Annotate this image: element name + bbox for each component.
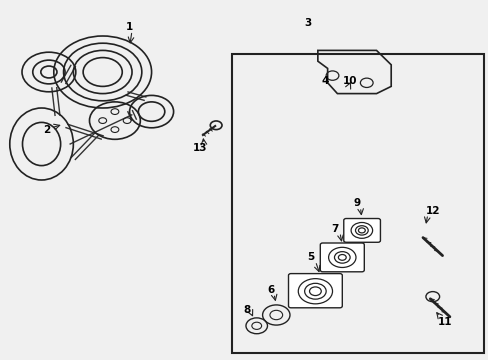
Text: 13: 13 xyxy=(193,143,207,153)
FancyBboxPatch shape xyxy=(232,54,483,353)
Text: 3: 3 xyxy=(304,18,311,28)
Text: 8: 8 xyxy=(243,305,250,315)
Text: 9: 9 xyxy=(353,198,360,208)
Text: 7: 7 xyxy=(330,224,338,234)
Text: 4: 4 xyxy=(321,76,328,86)
Text: 1: 1 xyxy=(126,22,133,32)
FancyBboxPatch shape xyxy=(288,274,342,308)
FancyBboxPatch shape xyxy=(320,243,364,272)
Text: 2: 2 xyxy=(43,125,50,135)
Text: 5: 5 xyxy=(306,252,313,262)
Text: 11: 11 xyxy=(437,317,451,327)
Text: 6: 6 xyxy=(267,285,274,295)
Text: 12: 12 xyxy=(425,206,439,216)
FancyBboxPatch shape xyxy=(343,219,380,242)
Text: 10: 10 xyxy=(342,76,356,86)
